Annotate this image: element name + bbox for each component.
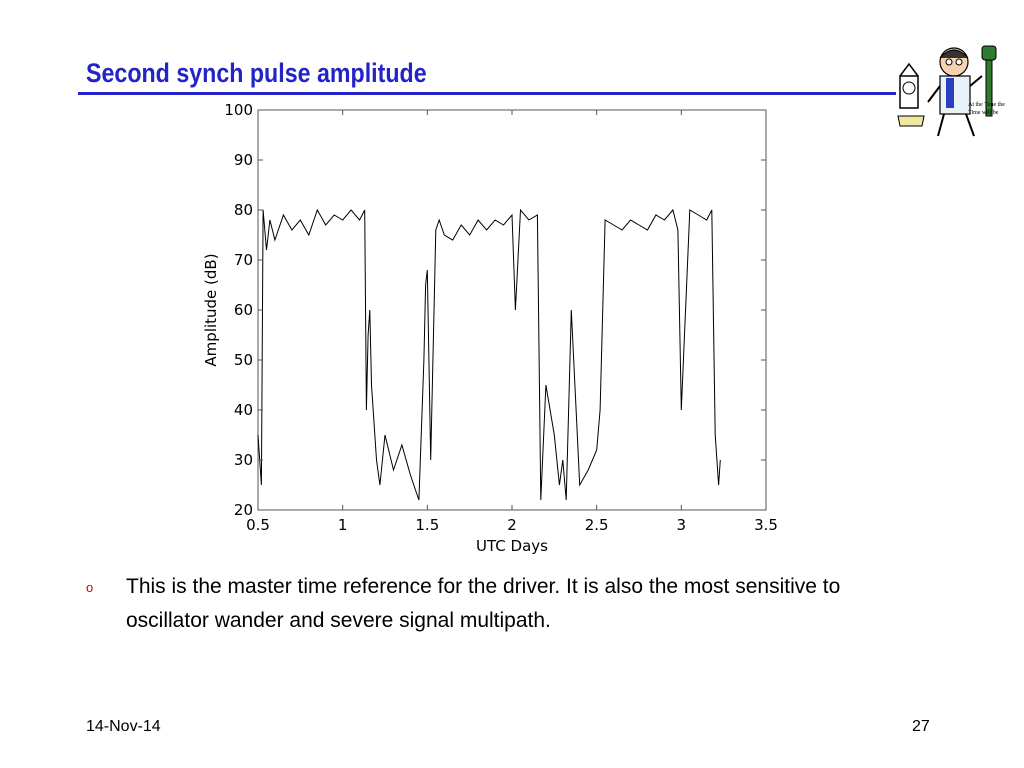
bullet-marker: o bbox=[86, 580, 94, 595]
amplitude-series-line bbox=[257, 208, 721, 501]
page-number: 27 bbox=[912, 718, 930, 735]
amplitude-chart: 20 30 40 50 60 70 80 90 100 0.5 1 1.5 2 2.5 3 3.5 UTC … bbox=[202, 101, 778, 555]
x-tick-label: 0.5 bbox=[246, 516, 270, 534]
y-tick-label: 50 bbox=[234, 351, 253, 369]
clock-cartoon-clipart: At the Tone the Time will be bbox=[897, 45, 1005, 137]
x-tick-label: 2.5 bbox=[585, 516, 609, 534]
y-axis-ticks: 20 30 40 50 60 70 80 90 100 bbox=[224, 101, 766, 519]
y-tick-label: 70 bbox=[234, 251, 253, 269]
x-axis-ticks: 0.5 1 1.5 2 2.5 3 3.5 bbox=[246, 110, 778, 534]
slide-title: Second synch pulse amplitude bbox=[86, 58, 427, 88]
y-axis-label: Amplitude (dB) bbox=[202, 253, 220, 366]
bullet-text: This is the master time reference for th… bbox=[126, 575, 841, 632]
x-tick-label: 2 bbox=[507, 516, 517, 534]
y-tick-label: 30 bbox=[234, 451, 253, 469]
y-tick-label: 20 bbox=[234, 501, 253, 519]
amplitude-trace bbox=[257, 208, 721, 501]
x-tick-label: 3.5 bbox=[754, 516, 778, 534]
plot-area bbox=[257, 109, 767, 511]
y-tick-label: 80 bbox=[234, 201, 253, 219]
x-tick-label: 3 bbox=[677, 516, 687, 534]
x-axis-label: UTC Days bbox=[476, 537, 548, 555]
x-tick-label: 1 bbox=[338, 516, 348, 534]
y-tick-label: 100 bbox=[224, 101, 253, 119]
y-tick-label: 60 bbox=[234, 301, 253, 319]
x-tick-label: 1.5 bbox=[415, 516, 439, 534]
clipart-caption-line1: At the Tone the bbox=[968, 102, 1005, 108]
title-underline bbox=[78, 92, 896, 95]
footer-date: 14-Nov-14 bbox=[86, 718, 161, 735]
clipart-caption-line2: Time will be bbox=[968, 110, 999, 116]
y-tick-label: 40 bbox=[234, 401, 253, 419]
y-tick-label: 90 bbox=[234, 151, 253, 169]
